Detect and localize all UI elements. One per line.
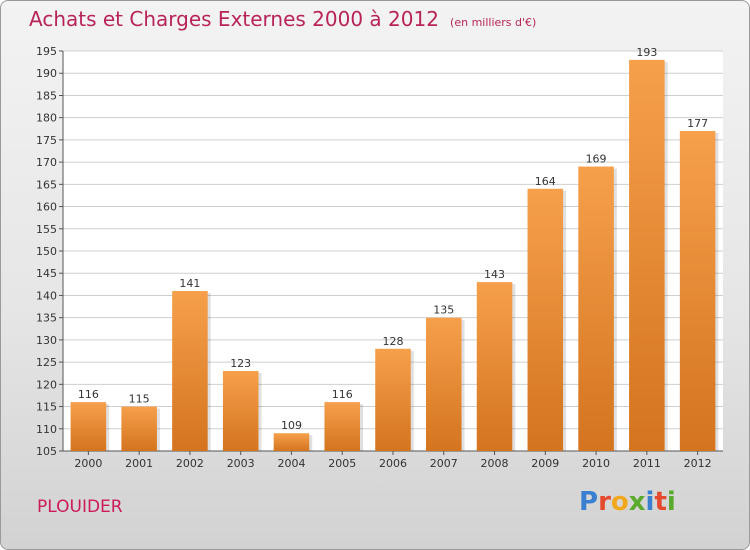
data-label: 193 [636, 46, 657, 59]
y-tick-label: 170 [36, 156, 57, 169]
bar [375, 348, 411, 451]
y-tick-label: 160 [36, 201, 57, 214]
commune-name: PLOUIDER [37, 497, 123, 517]
data-label: 123 [230, 357, 251, 370]
data-label: 164 [535, 175, 556, 188]
x-tick-label: 2002 [176, 457, 204, 470]
proxiti-logo[interactable]: Proxiti [579, 487, 676, 517]
y-tick-label: 105 [36, 445, 57, 458]
x-tick-label: 2007 [430, 457, 458, 470]
logo-letter: x [628, 487, 646, 517]
data-label: 135 [433, 304, 454, 317]
x-tick-label: 2000 [74, 457, 102, 470]
x-tick-label: 2003 [227, 457, 255, 470]
logo-letter: r [598, 487, 611, 517]
y-tick-label: 110 [36, 423, 57, 436]
data-label: 116 [78, 388, 99, 401]
x-tick-label: 2001 [125, 457, 153, 470]
bar [121, 406, 157, 451]
y-tick-label: 140 [36, 289, 57, 302]
x-tick-label: 2006 [379, 457, 407, 470]
logo-letter: t [654, 487, 667, 517]
y-tick-label: 195 [36, 45, 57, 58]
y-tick-label: 165 [36, 178, 57, 191]
y-tick-label: 120 [36, 378, 57, 391]
data-label: 143 [484, 268, 505, 281]
y-tick-label: 125 [36, 356, 57, 369]
bar [476, 282, 513, 451]
data-label: 115 [129, 393, 150, 406]
bar [222, 371, 259, 451]
chart-title: Achats et Charges Externes 2000 à 2012 [29, 7, 439, 31]
y-tick-label: 145 [36, 267, 57, 280]
x-tick-label: 2009 [531, 457, 559, 470]
x-tick-label: 2008 [481, 457, 509, 470]
bar [172, 291, 208, 451]
y-tick-label: 115 [36, 401, 57, 414]
x-tick-label: 2010 [582, 457, 610, 470]
y-tick-label: 190 [36, 67, 57, 80]
y-tick-label: 135 [36, 312, 57, 325]
bar [70, 402, 107, 451]
bar [324, 402, 360, 451]
y-tick-label: 150 [36, 245, 57, 258]
x-tick-label: 2005 [328, 457, 356, 470]
bar [527, 188, 564, 451]
logo-letter: i [645, 487, 655, 517]
chart-unit: (en milliers d'€) [450, 16, 537, 29]
logo-letter: i [666, 487, 676, 517]
y-tick-label: 180 [36, 112, 57, 125]
x-tick-label: 2011 [633, 457, 661, 470]
data-label: 141 [179, 277, 200, 290]
bar [629, 59, 665, 452]
data-label: 128 [383, 335, 404, 348]
chart-title-block: Achats et Charges Externes 2000 à 2012 (… [29, 7, 536, 31]
y-tick-label: 155 [36, 223, 57, 236]
y-tick-label: 130 [36, 334, 57, 347]
x-tick-label: 2012 [684, 457, 712, 470]
bar [578, 166, 614, 452]
bar [426, 317, 462, 451]
data-label: 116 [332, 388, 353, 401]
bar [679, 131, 716, 451]
x-tick-label: 2004 [277, 457, 305, 470]
data-label: 109 [281, 419, 302, 432]
data-label: 169 [586, 153, 607, 166]
logo-letter: P [579, 487, 599, 517]
bar [273, 433, 310, 451]
y-tick-label: 185 [36, 89, 57, 102]
y-tick-label: 175 [36, 134, 57, 147]
data-label: 177 [687, 117, 708, 130]
logo-letter: o [610, 487, 629, 517]
